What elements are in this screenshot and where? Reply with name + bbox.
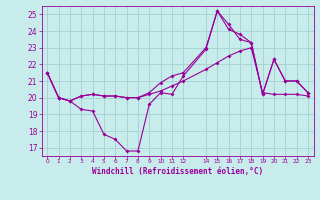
X-axis label: Windchill (Refroidissement éolien,°C): Windchill (Refroidissement éolien,°C) xyxy=(92,167,263,176)
